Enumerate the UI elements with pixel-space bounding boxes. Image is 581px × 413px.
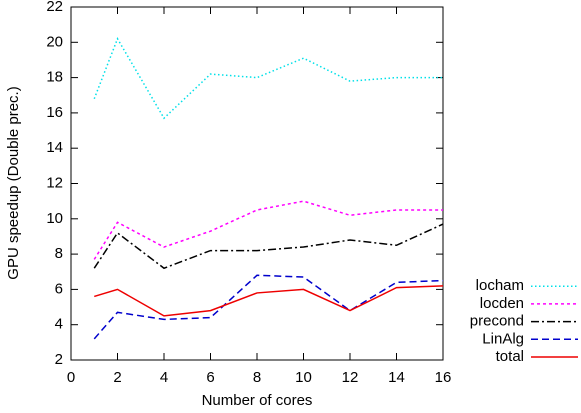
y-tick-label: 12 bbox=[46, 174, 63, 191]
y-tick-label: 2 bbox=[55, 351, 63, 368]
plot-frame bbox=[70, 6, 444, 361]
y-tick-label: 20 bbox=[46, 33, 63, 50]
x-tick-label: 6 bbox=[206, 369, 214, 386]
x-tick-label: 0 bbox=[67, 369, 75, 386]
y-tick-label: 8 bbox=[55, 245, 63, 262]
x-tick-label: 14 bbox=[388, 369, 405, 386]
y-tick-label: 22 bbox=[46, 0, 63, 15]
y-tick-label: 18 bbox=[46, 69, 63, 86]
series-line bbox=[94, 285, 444, 317]
x-tick-label: 10 bbox=[295, 369, 312, 386]
x-tick-label: 12 bbox=[342, 369, 359, 386]
series-line bbox=[93, 200, 443, 260]
y-tick-label: 10 bbox=[46, 210, 63, 227]
legend-label: precond bbox=[470, 313, 524, 330]
y-tick-label: 16 bbox=[46, 104, 63, 121]
series-line bbox=[93, 223, 444, 270]
x-tick-label: 2 bbox=[113, 369, 121, 386]
y-tick-label: 14 bbox=[46, 139, 63, 156]
x-tick-label: 8 bbox=[253, 369, 261, 386]
y-tick-label: 6 bbox=[55, 280, 63, 297]
legend-label: locden bbox=[480, 295, 524, 312]
y-tick-label: 4 bbox=[55, 316, 63, 333]
legend-label: LinAlg bbox=[482, 330, 524, 347]
legend-label: locham bbox=[476, 277, 524, 294]
y-axis-label: GPU speedup (Double prec.) bbox=[5, 86, 22, 279]
x-tick-label: 16 bbox=[435, 369, 452, 386]
series-line bbox=[93, 274, 444, 340]
x-axis-label: Number of cores bbox=[202, 392, 313, 409]
legend-label: total bbox=[496, 348, 524, 365]
x-tick-label: 4 bbox=[160, 369, 168, 386]
series-line bbox=[93, 37, 443, 120]
